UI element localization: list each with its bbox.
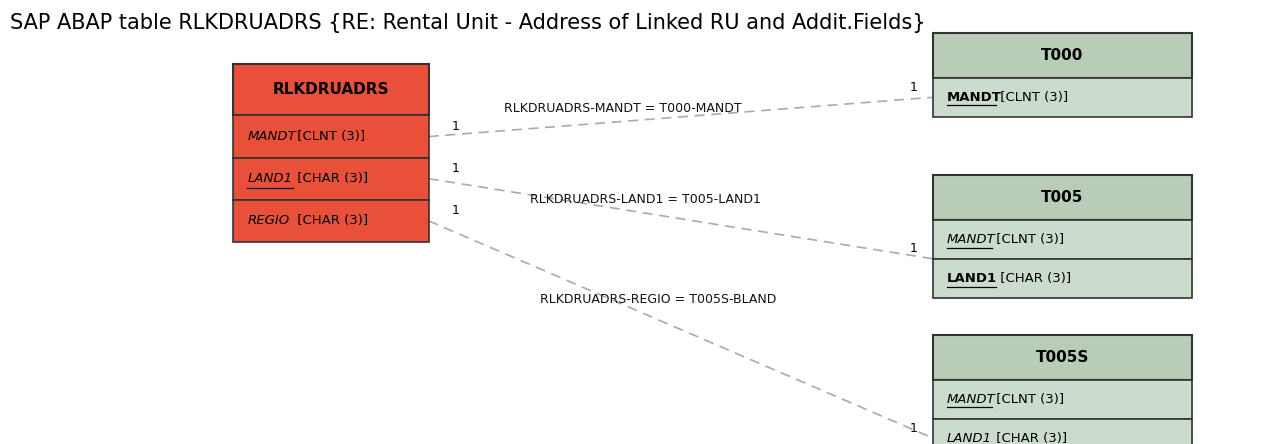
Bar bbox=[233, 64, 429, 115]
Text: [CLNT (3)]: [CLNT (3)] bbox=[996, 91, 1068, 104]
Bar bbox=[933, 33, 1192, 78]
Bar bbox=[233, 158, 429, 200]
Bar bbox=[933, 380, 1192, 419]
Text: 1: 1 bbox=[910, 422, 918, 435]
Text: T000: T000 bbox=[1042, 48, 1083, 63]
Text: SAP ABAP table RLKDRUADRS {RE: Rental Unit - Address of Linked RU and Addit.Fiel: SAP ABAP table RLKDRUADRS {RE: Rental Un… bbox=[10, 13, 926, 33]
Text: [CLNT (3)]: [CLNT (3)] bbox=[992, 233, 1064, 246]
Text: 1: 1 bbox=[910, 242, 918, 255]
Text: [CHAR (3)]: [CHAR (3)] bbox=[293, 214, 368, 227]
Bar bbox=[233, 115, 429, 158]
Text: RLKDRUADRS-MANDT = T000-MANDT: RLKDRUADRS-MANDT = T000-MANDT bbox=[504, 102, 741, 115]
Text: 1: 1 bbox=[910, 81, 918, 94]
Bar bbox=[933, 220, 1192, 259]
Text: MANDT: MANDT bbox=[947, 233, 996, 246]
Text: T005S: T005S bbox=[1035, 350, 1090, 365]
Text: [CHAR (3)]: [CHAR (3)] bbox=[992, 432, 1068, 444]
Bar bbox=[933, 78, 1192, 117]
Bar bbox=[933, 419, 1192, 444]
Text: RLKDRUADRS-LAND1 = T005-LAND1: RLKDRUADRS-LAND1 = T005-LAND1 bbox=[530, 193, 760, 206]
Bar bbox=[933, 259, 1192, 298]
Bar bbox=[233, 200, 429, 242]
Text: [CHAR (3)]: [CHAR (3)] bbox=[293, 172, 368, 185]
Text: [CLNT (3)]: [CLNT (3)] bbox=[293, 130, 364, 143]
Text: MANDT: MANDT bbox=[947, 392, 996, 406]
Text: LAND1: LAND1 bbox=[247, 172, 293, 185]
Text: LAND1: LAND1 bbox=[947, 272, 997, 285]
Text: MANDT: MANDT bbox=[947, 91, 1002, 104]
Text: RLKDRUADRS-REGIO = T005S-BLAND: RLKDRUADRS-REGIO = T005S-BLAND bbox=[540, 293, 776, 306]
Text: 1: 1 bbox=[451, 162, 459, 175]
Text: REGIO: REGIO bbox=[247, 214, 289, 227]
Text: 1: 1 bbox=[451, 120, 459, 133]
Text: [CHAR (3)]: [CHAR (3)] bbox=[996, 272, 1072, 285]
Bar bbox=[933, 335, 1192, 380]
Text: [CLNT (3)]: [CLNT (3)] bbox=[992, 392, 1064, 406]
Text: 1: 1 bbox=[451, 204, 459, 218]
Text: LAND1: LAND1 bbox=[947, 432, 992, 444]
Text: T005: T005 bbox=[1042, 190, 1083, 205]
Bar bbox=[933, 175, 1192, 220]
Text: MANDT: MANDT bbox=[247, 130, 296, 143]
Text: RLKDRUADRS: RLKDRUADRS bbox=[272, 83, 390, 97]
